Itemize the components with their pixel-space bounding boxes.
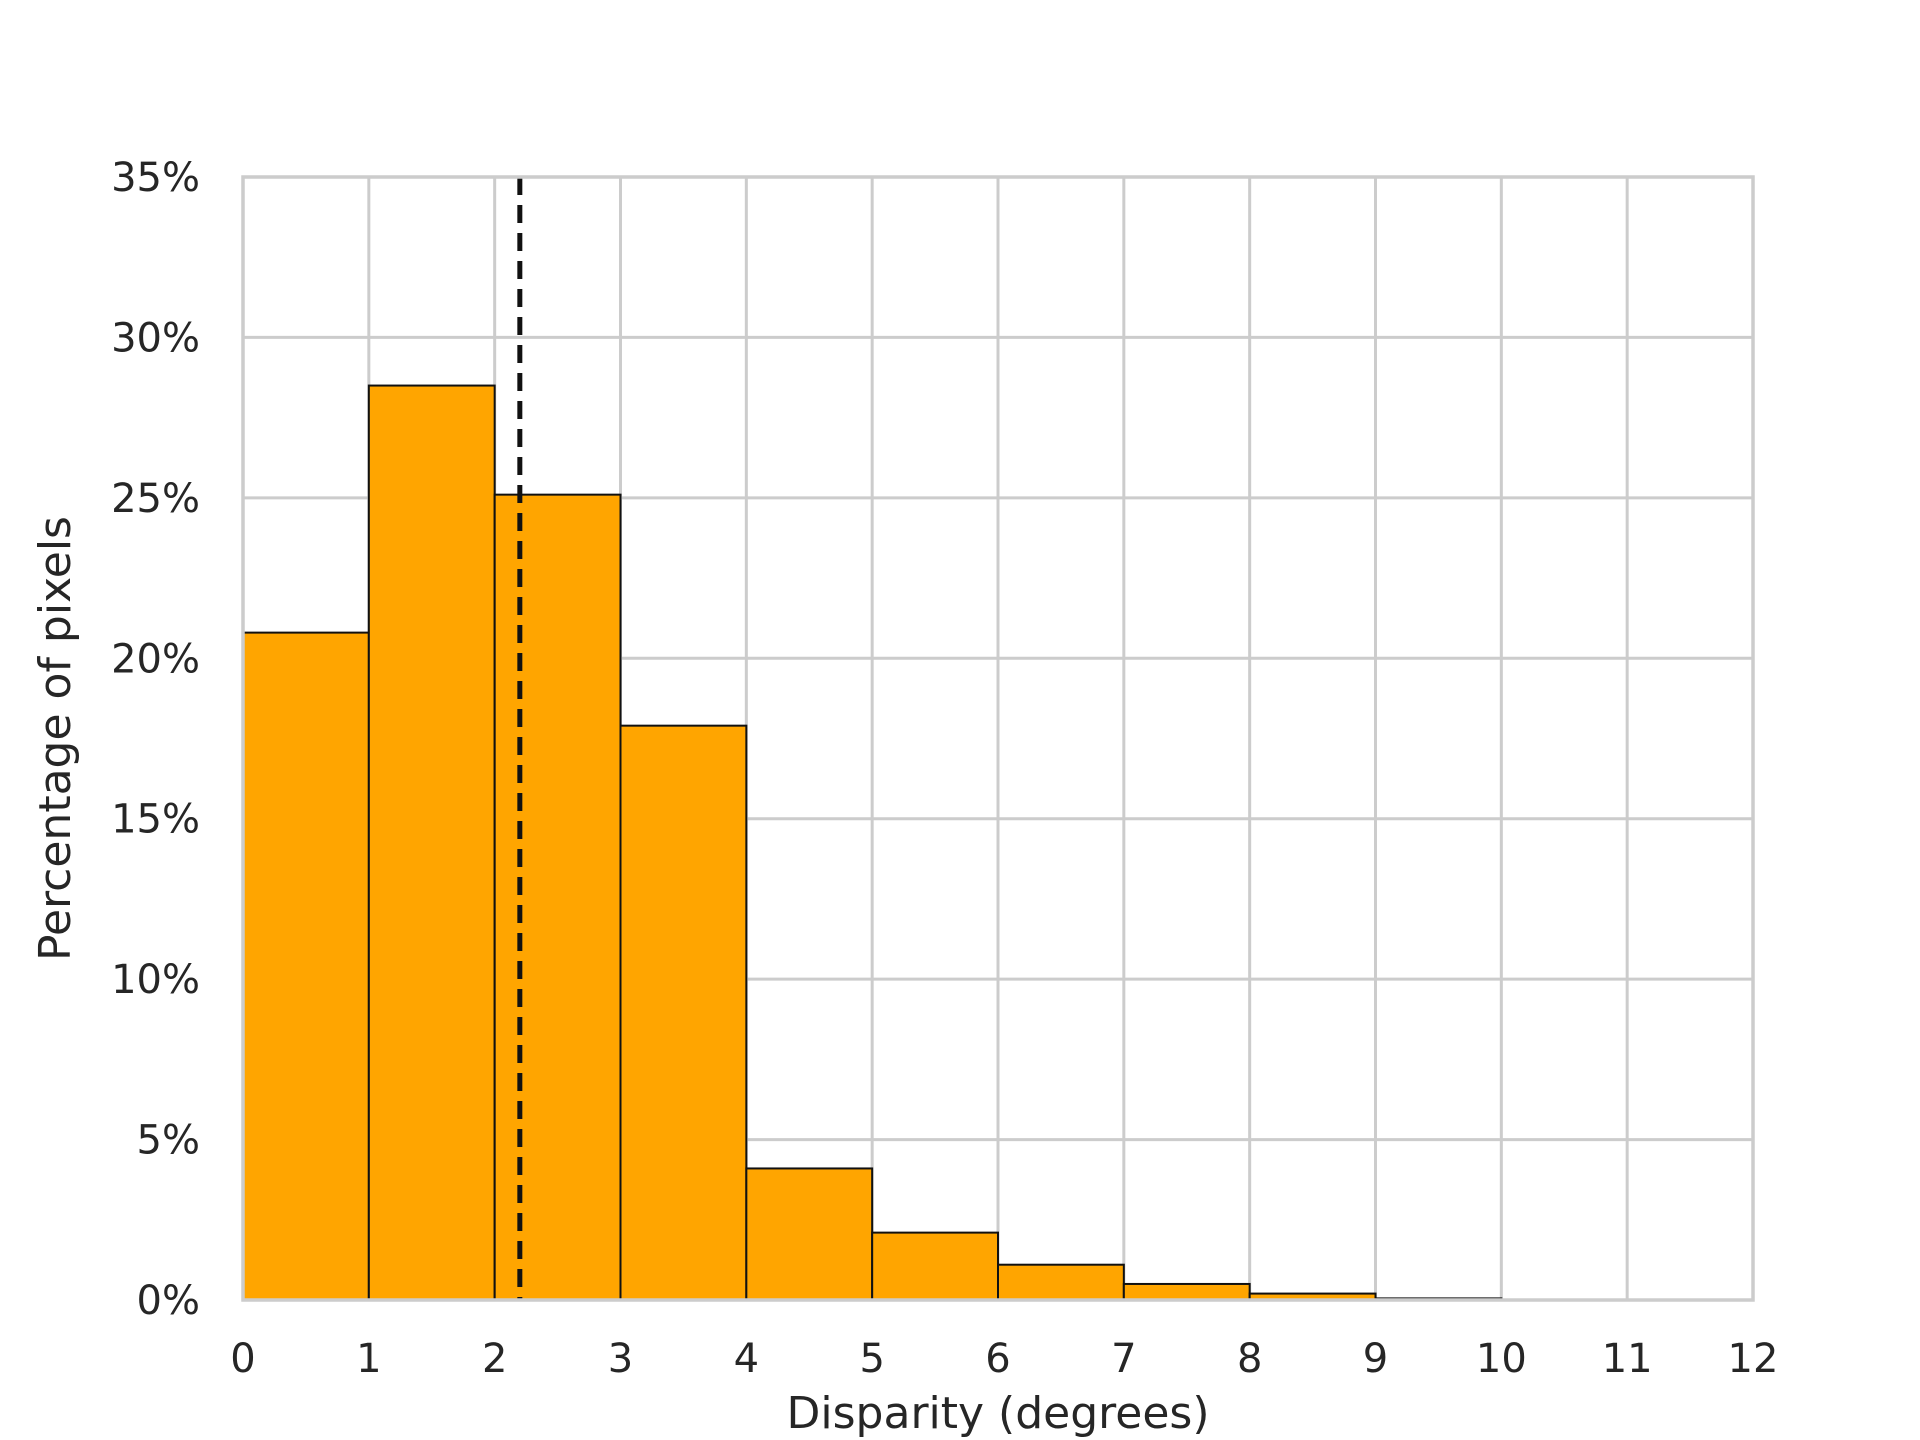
x-tick-label-1: 1 [356, 1336, 381, 1382]
x-tick-label-5: 5 [859, 1336, 884, 1382]
y-tick-labels: 0% 5% 10% 15% 20% 25% 30% 35% [111, 155, 200, 1324]
y-tick-label-4: 20% [111, 636, 200, 682]
x-tick-label-8: 8 [1237, 1336, 1262, 1382]
y-axis-title: Percentage of pixels [30, 516, 81, 961]
y-tick-label-2: 10% [111, 957, 200, 1003]
y-tick-label-6: 30% [111, 315, 200, 361]
y-tick-label-1: 5% [137, 1118, 200, 1164]
histogram-bar-2 [493, 493, 622, 1301]
histogram-bar-1 [367, 384, 496, 1301]
x-tick-label-12: 12 [1728, 1336, 1779, 1382]
x-tick-label-7: 7 [1111, 1336, 1136, 1382]
histogram-bar-4 [745, 1167, 874, 1302]
histogram-bar-7 [1122, 1282, 1251, 1302]
bars [242, 384, 1503, 1302]
x-tick-labels: 0 1 2 3 4 5 6 7 8 9 10 11 12 [230, 1336, 1778, 1382]
plot-frame [241, 175, 1755, 1302]
y-tick-label-0: 0% [137, 1278, 200, 1324]
x-tick-label-11: 11 [1602, 1336, 1653, 1382]
histogram-bar-0 [242, 631, 370, 1301]
y-tick-label-5: 25% [111, 476, 200, 522]
x-tick-label-6: 6 [985, 1336, 1010, 1382]
x-axis-title: Disparity (degrees) [787, 1388, 1210, 1439]
y-tick-label-3: 15% [111, 797, 200, 843]
histogram-bar-6 [997, 1263, 1125, 1301]
x-tick-label-10: 10 [1476, 1336, 1527, 1382]
x-tick-label-4: 4 [734, 1336, 759, 1382]
x-tick-label-9: 9 [1363, 1336, 1388, 1382]
x-tick-label-3: 3 [608, 1336, 633, 1382]
histogram-bar-3 [619, 724, 748, 1301]
y-tick-label-7: 35% [111, 155, 200, 201]
histogram-bar-5 [871, 1231, 1000, 1301]
x-tick-label-2: 2 [482, 1336, 507, 1382]
x-tick-label-0: 0 [230, 1336, 255, 1382]
